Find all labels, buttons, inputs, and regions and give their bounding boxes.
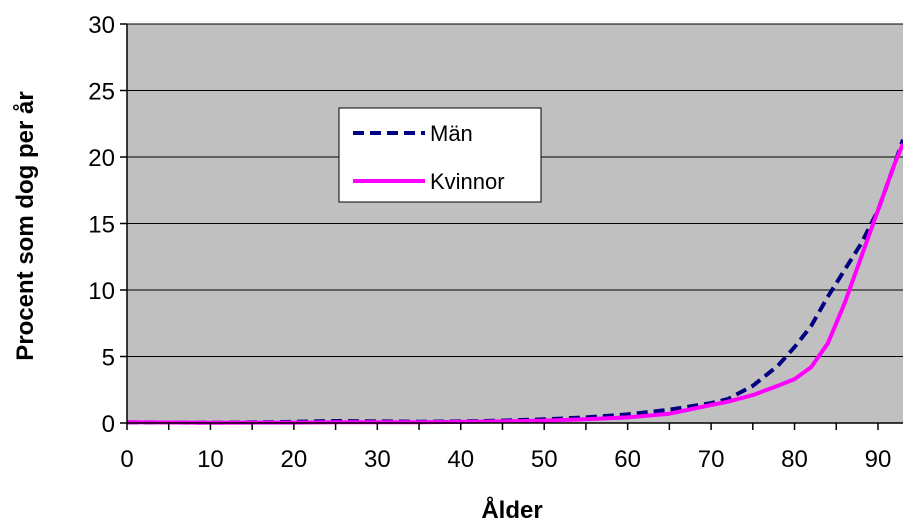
legend: Män Kvinnor	[338, 107, 542, 203]
x-tick-label-90: 90	[865, 446, 892, 473]
x-axis-ticks	[126, 423, 879, 430]
x-tick-label-60: 60	[614, 446, 641, 473]
x-tick-label-50: 50	[531, 446, 558, 473]
y-tick-label-5: 5	[102, 345, 115, 372]
x-tick-labels: 0 10 20 30 40 50 60 70 80 90	[120, 446, 891, 473]
x-tick-label-10: 10	[197, 446, 224, 473]
x-axis-title: Ålder	[481, 496, 542, 524]
y-axis-title: Procent som dog per år	[12, 91, 39, 360]
y-tick-label-20: 20	[88, 145, 115, 172]
x-tick-label-0: 0	[120, 446, 133, 473]
x-tick-label-80: 80	[781, 446, 808, 473]
y-axis-ticks	[120, 23, 127, 424]
y-tick-label-10: 10	[88, 278, 115, 305]
y-tick-label-0: 0	[102, 411, 115, 438]
x-tick-label-20: 20	[281, 446, 308, 473]
y-tick-label-30: 30	[88, 12, 115, 39]
x-tick-label-70: 70	[698, 446, 725, 473]
x-tick-label-30: 30	[364, 446, 391, 473]
legend-label-kvinnor: Kvinnor	[430, 169, 505, 194]
y-tick-label-25: 25	[88, 79, 115, 106]
x-tick-label-40: 40	[447, 446, 474, 473]
legend-label-man: Män	[430, 121, 473, 146]
legend-box	[338, 107, 542, 203]
y-tick-labels: 0 5 10 15 20 25 30	[88, 12, 115, 438]
y-tick-label-15: 15	[88, 212, 115, 239]
